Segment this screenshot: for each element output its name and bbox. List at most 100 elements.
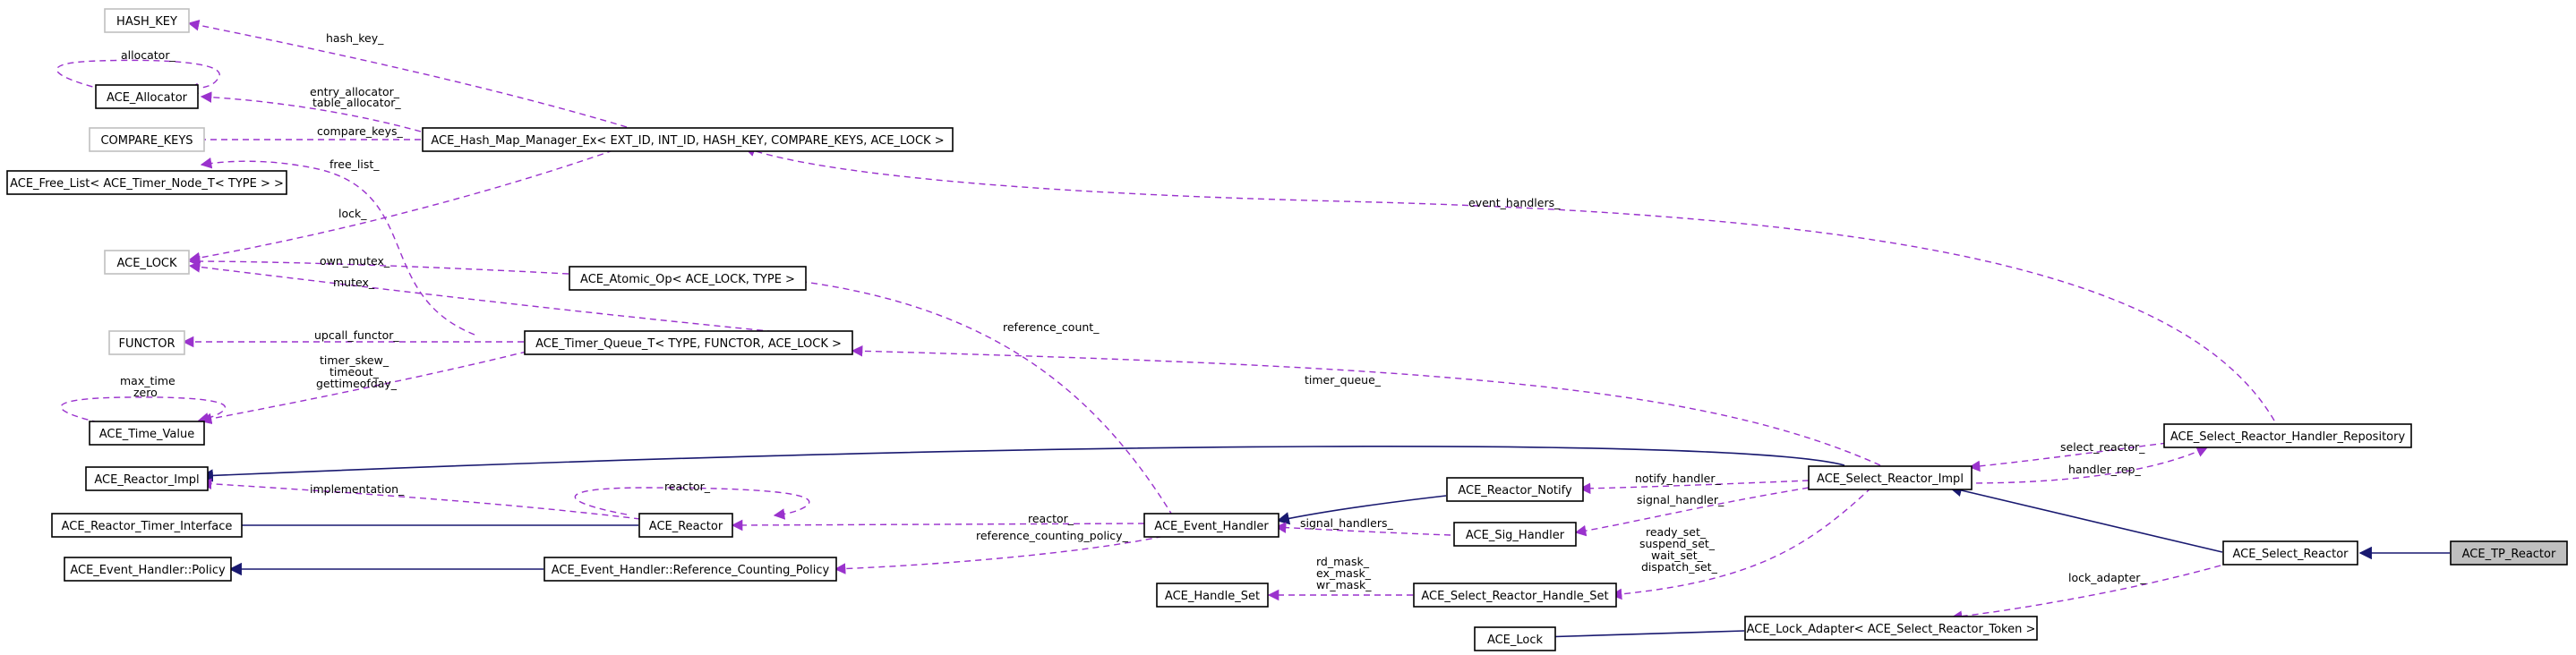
node-ace-lock-template[interactable]: ACE_LOCK bbox=[104, 250, 190, 275]
edge-reactor-self bbox=[574, 487, 810, 520]
edge-hash-key bbox=[187, 20, 628, 128]
node-select-reactor[interactable]: ACE_Select_Reactor bbox=[2222, 540, 2358, 566]
label-allocator-self: allocator_ bbox=[121, 48, 175, 62]
node-time-value-label: ACE_Time_Value bbox=[99, 428, 194, 441]
edge-time-value-self bbox=[60, 396, 227, 424]
label-reference-counting-policy: reference_counting_policy_ bbox=[976, 529, 1129, 542]
node-reactor-timer-interface[interactable]: ACE_Reactor_Timer_Interface bbox=[51, 513, 243, 538]
node-select-reactor-impl[interactable]: ACE_Select_Reactor_Impl bbox=[1808, 465, 1973, 490]
edge-signal-handlers bbox=[1274, 522, 1451, 536]
node-atomic-op-label: ACE_Atomic_Op< ACE_LOCK, TYPE > bbox=[580, 273, 795, 286]
label-timer-skew: timer_skew_ bbox=[320, 353, 389, 367]
inheritance-edges bbox=[200, 446, 2450, 643]
node-reference-counting-policy-label: ACE_Event_Handler::Reference_Counting_Po… bbox=[552, 564, 830, 577]
node-select-reactor-handle-set[interactable]: ACE_Select_Reactor_Handle_Set bbox=[1413, 583, 1617, 608]
edge-entry-allocator bbox=[200, 91, 422, 132]
label-event-handlers: event_handlers_ bbox=[1468, 196, 1561, 209]
node-functor-label: FUNCTOR bbox=[118, 337, 175, 351]
node-handle-set-label: ACE_Handle_Set bbox=[1165, 590, 1260, 603]
label-gettimeofday: gettimeofday_ bbox=[316, 377, 398, 390]
label-ex-mask: ex_mask_ bbox=[1316, 566, 1372, 580]
node-ace-lock[interactable]: ACE_Lock bbox=[1474, 626, 1556, 651]
edge-allocator-self bbox=[56, 59, 220, 95]
node-atomic-op[interactable]: ACE_Atomic_Op< ACE_LOCK, TYPE > bbox=[569, 266, 807, 291]
label-reactor: reactor_ bbox=[1028, 512, 1074, 525]
node-hash-map-manager-label: ACE_Hash_Map_Manager_Ex< EXT_ID, INT_ID,… bbox=[431, 134, 944, 148]
node-hash-map-manager[interactable]: ACE_Hash_Map_Manager_Ex< EXT_ID, INT_ID,… bbox=[422, 127, 954, 152]
edge-event-handlers bbox=[743, 145, 2275, 421]
edge-timer-queue bbox=[851, 345, 1881, 466]
edge-implementation bbox=[200, 478, 641, 520]
node-event-handler-policy-label: ACE_Event_Handler::Policy bbox=[70, 564, 226, 577]
label-implementation: implementation_ bbox=[310, 482, 405, 496]
label-handler-rep: handler_rep_ bbox=[2068, 463, 2141, 476]
node-select-reactor-label: ACE_Select_Reactor bbox=[2232, 548, 2349, 561]
node-lock-adapter-label: ACE_Lock_Adapter< ACE_Select_Reactor_Tok… bbox=[1747, 623, 2036, 636]
node-ace-reactor[interactable]: ACE_Reactor bbox=[638, 513, 733, 538]
edge-notify-handler bbox=[1579, 480, 1810, 495]
node-tp-reactor[interactable]: ACE_TP_Reactor bbox=[2450, 540, 2568, 566]
node-compare-keys[interactable]: COMPARE_KEYS bbox=[89, 127, 205, 152]
node-handle-set[interactable]: ACE_Handle_Set bbox=[1156, 583, 1269, 608]
label-entry-allocator: entry_allocator_ bbox=[310, 85, 400, 98]
node-functor[interactable]: FUNCTOR bbox=[108, 330, 185, 355]
node-hash-key-label: HASH_KEY bbox=[116, 15, 177, 29]
node-select-reactor-impl-label: ACE_Select_Reactor_Impl bbox=[1817, 472, 1964, 486]
node-event-handler-label: ACE_Event_Handler bbox=[1154, 520, 1269, 533]
node-reactor-notify-label: ACE_Reactor_Notify bbox=[1458, 484, 1572, 498]
label-ready-set: ready_set_ bbox=[1646, 525, 1707, 539]
label-mutex: mutex_ bbox=[333, 276, 375, 289]
label-lock-adapter: lock_adapter_ bbox=[2068, 571, 2146, 584]
edge-handler-rep bbox=[1964, 447, 2209, 484]
edge-select-reactor bbox=[1968, 442, 2168, 472]
label-zero: zero bbox=[133, 386, 158, 399]
label-upcall-functor: upcall_functor_ bbox=[314, 328, 399, 342]
edge-labels: hash_key_ allocator_ entry_allocator_ ta… bbox=[120, 31, 2146, 591]
label-free-list: free_list_ bbox=[329, 157, 380, 171]
node-timer-queue[interactable]: ACE_Timer_Queue_T< TYPE, FUNCTOR, ACE_LO… bbox=[524, 330, 853, 355]
node-ace-allocator-label: ACE_Allocator bbox=[107, 91, 188, 105]
node-hash-key[interactable]: HASH_KEY bbox=[104, 8, 190, 33]
node-free-list-label: ACE_Free_List< ACE_Timer_Node_T< TYPE > … bbox=[10, 177, 284, 191]
edge-reference-counting-policy bbox=[834, 533, 1174, 574]
edge-dispatch-set bbox=[1610, 487, 1872, 600]
node-event-handler[interactable]: ACE_Event_Handler bbox=[1143, 513, 1279, 538]
label-timeout: timeout_ bbox=[329, 365, 380, 379]
node-sig-handler[interactable]: ACE_Sig_Handler bbox=[1453, 522, 1577, 547]
node-select-reactor-handle-set-label: ACE_Select_Reactor_Handle_Set bbox=[1421, 590, 1608, 603]
usage-edges bbox=[56, 20, 2275, 622]
label-rd-mask: rd_mask_ bbox=[1316, 555, 1370, 568]
node-timer-queue-label: ACE_Timer_Queue_T< TYPE, FUNCTOR, ACE_LO… bbox=[535, 337, 842, 351]
node-reactor-impl-label: ACE_Reactor_Impl bbox=[94, 473, 199, 487]
edge-lock bbox=[188, 149, 614, 264]
node-reactor-impl[interactable]: ACE_Reactor_Impl bbox=[85, 466, 209, 491]
node-handler-repository-label: ACE_Select_Reactor_Handler_Repository bbox=[2170, 430, 2406, 444]
node-lock-adapter[interactable]: ACE_Lock_Adapter< ACE_Select_Reactor_Tok… bbox=[1744, 616, 2038, 641]
edge-impl-to-reactor-impl bbox=[200, 446, 1845, 482]
label-lock: lock_ bbox=[338, 207, 367, 220]
label-signal-handlers: signal_handlers_ bbox=[1300, 516, 1393, 530]
node-reactor-notify[interactable]: ACE_Reactor_Notify bbox=[1446, 477, 1584, 502]
label-max-time: max_time bbox=[120, 374, 175, 387]
edge-signal-handler bbox=[1574, 487, 1810, 537]
node-ace-lock-label: ACE_Lock bbox=[1487, 634, 1544, 647]
label-dispatch-set: dispatch_set_ bbox=[1641, 560, 1718, 574]
node-reactor-timer-interface-label: ACE_Reactor_Timer_Interface bbox=[62, 520, 233, 533]
edge-own-mutex bbox=[188, 255, 569, 275]
node-time-value[interactable]: ACE_Time_Value bbox=[89, 421, 205, 446]
label-timer-queue: timer_queue_ bbox=[1305, 373, 1382, 387]
node-tp-reactor-label: ACE_TP_Reactor bbox=[2462, 548, 2556, 561]
node-event-handler-policy[interactable]: ACE_Event_Handler::Policy bbox=[64, 557, 232, 582]
node-reference-counting-policy[interactable]: ACE_Event_Handler::Reference_Counting_Po… bbox=[543, 557, 837, 582]
node-handler-repository[interactable]: ACE_Select_Reactor_Handler_Repository bbox=[2163, 423, 2412, 448]
label-table-allocator: table_allocator_ bbox=[312, 96, 401, 109]
edge-reactor bbox=[731, 519, 1145, 532]
node-ace-lock-template-label: ACE_LOCK bbox=[116, 257, 177, 270]
node-free-list[interactable]: ACE_Free_List< ACE_Timer_Node_T< TYPE > … bbox=[6, 170, 287, 195]
node-ace-allocator[interactable]: ACE_Allocator bbox=[95, 84, 199, 109]
edge-timer-skew bbox=[200, 348, 538, 425]
label-wr-mask: wr_mask_ bbox=[1316, 578, 1372, 591]
label-select-reactor: select_reactor_ bbox=[2060, 440, 2145, 454]
label-reactor-self: reactor_ bbox=[664, 480, 711, 493]
